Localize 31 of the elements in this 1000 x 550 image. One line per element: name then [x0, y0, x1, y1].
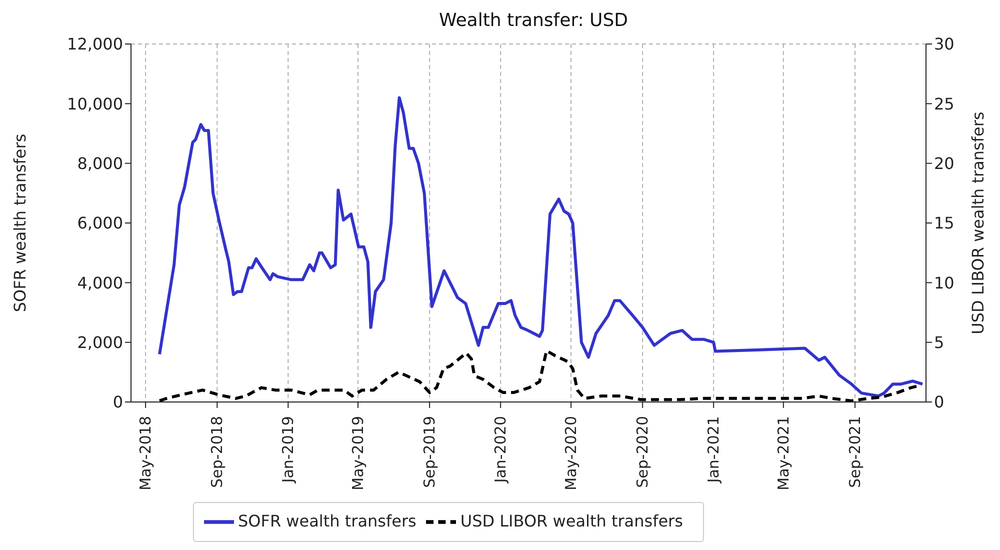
x-tick-label: Jan-2020: [492, 416, 510, 484]
chart-title: Wealth transfer: USD: [438, 10, 630, 31]
x-tick-label: Jan-2021: [704, 416, 723, 484]
y2-tick-label: 5: [934, 333, 944, 352]
y-tick-label: 0: [112, 392, 123, 412]
y-tick-label: 10,000: [67, 94, 123, 114]
line-series: [158, 96, 924, 398]
y-tick-label: 2,000: [77, 333, 123, 352]
y2-tick-label: 0: [934, 392, 944, 412]
x-tick-label: Sep-2018: [208, 416, 226, 488]
y2-tick-label: 10: [934, 273, 954, 292]
x-tick-label: Sep-2020: [634, 416, 652, 488]
y-tick-label: 8,000: [77, 154, 123, 174]
y-tick-label: 4,000: [77, 273, 123, 292]
y2-tick-label: 20: [934, 154, 954, 174]
x-tick-label: Sep-2021: [846, 416, 864, 488]
y-axis-title: SOFR wealth transfers: [10, 134, 30, 312]
legend-label: USD LIBOR wealth transfers: [460, 511, 683, 530]
y2-tick-label: 30: [934, 34, 954, 54]
x-tick-label: Jan-2019: [279, 416, 298, 484]
x-tick-label: Sep-2019: [420, 416, 439, 488]
x-tick-label: May-2019: [348, 416, 367, 490]
y-tick-label: 12,000: [67, 34, 123, 54]
y-tick-label: 6,000: [77, 214, 123, 233]
y2-tick-label: 25: [934, 94, 954, 114]
x-tick-label: May-2021: [774, 416, 792, 490]
y2-axis-title: USD LIBOR wealth transfers: [968, 112, 988, 334]
legend-label: SOFR wealth transfers: [238, 511, 416, 530]
y2-tick-label: 15: [934, 214, 954, 233]
x-tick-label: May-2018: [136, 416, 155, 490]
x-tick-label: May-2020: [562, 416, 580, 490]
